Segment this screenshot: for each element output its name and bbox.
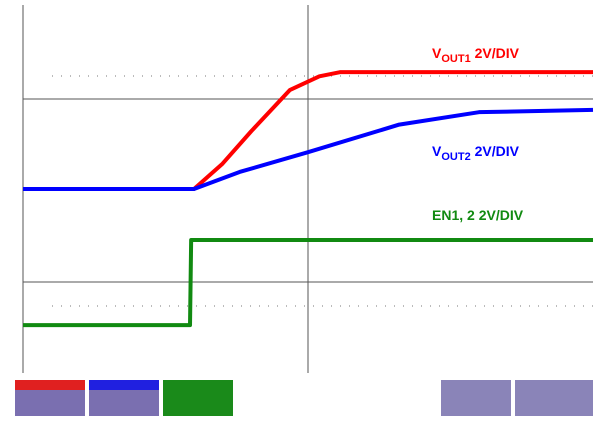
label-sub: OUT2 xyxy=(441,151,470,163)
trace-label: VOUT1 2V/DIV xyxy=(432,45,520,65)
label-main: EN1, 2 2V/DIV xyxy=(432,207,524,223)
ch3-status xyxy=(163,380,233,416)
label-rest: 2V/DIV xyxy=(471,45,520,61)
trace xyxy=(23,70,593,191)
trace-label: EN1, 2 2V/DIV xyxy=(432,207,524,223)
label-main: V xyxy=(432,143,442,159)
ch2-status-head xyxy=(89,380,159,390)
trace-label: VOUT2 2V/DIV xyxy=(432,143,520,163)
ch1-status-head xyxy=(15,380,85,390)
trace xyxy=(23,238,593,328)
label-sub: OUT1 xyxy=(441,53,470,65)
status-bar xyxy=(15,380,593,416)
trigger-status xyxy=(515,380,593,416)
timebase-status xyxy=(441,380,511,416)
trace xyxy=(23,107,594,191)
label-main: V xyxy=(432,45,442,61)
label-rest: 2V/DIV xyxy=(471,143,520,159)
